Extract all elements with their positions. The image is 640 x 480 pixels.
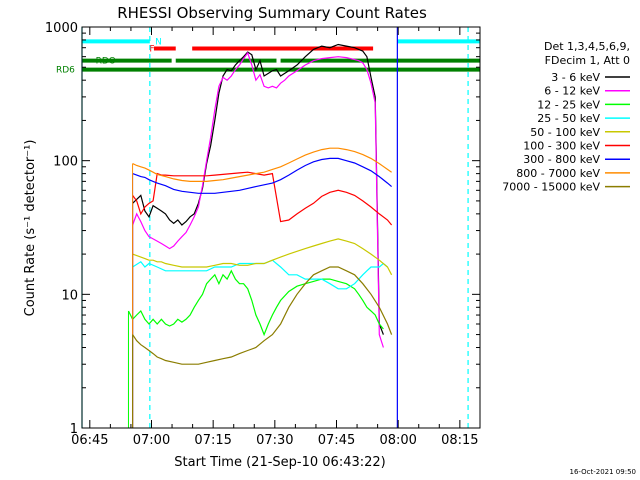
series-line-7 (132, 147, 392, 182)
x-tick-label: 06:45 (71, 433, 108, 448)
legend-label-2: 12 - 25 keV (537, 98, 600, 111)
axis-ticks: 06:45 07:00 07:15 07:30 07:45 08:00 08:15 1 10 10… (45, 21, 480, 448)
legend-label-7: 800 - 7000 keV (516, 167, 600, 180)
x-tick-label: 08:00 (379, 433, 416, 448)
x-tick-label: 07:30 (256, 433, 293, 448)
x-tick-label: 07:00 (133, 433, 170, 448)
series-line-0 (132, 43, 384, 335)
y-tick-label: 1000 (45, 21, 78, 36)
legend-header-line-2: FDecim 1, Att 0 (545, 54, 630, 67)
plot-frame (81, 26, 481, 429)
state-label-rdo: RDO (96, 57, 116, 67)
x-tick-label: 08:15 (441, 433, 478, 448)
legend-label-6: 300 - 800 keV (523, 153, 600, 166)
series-line-8 (132, 266, 393, 365)
series-lines (127, 43, 393, 428)
y-tick-label: 100 (53, 155, 78, 170)
series-line-1 (132, 51, 384, 348)
state-label-f: F (149, 45, 154, 55)
y-tick-label: 1 (70, 422, 78, 437)
legend-label-5: 100 - 300 keV (523, 140, 600, 153)
footer-date: 16-Oct-2021 09:50 (570, 468, 636, 476)
legend-label-1: 6 - 12 keV (544, 85, 600, 98)
series-line-2 (127, 269, 384, 337)
chart-title: RHESSI Observing Summary Count Rates (117, 4, 427, 22)
series-line-6 (132, 157, 392, 194)
x-axis-title: Start Time (21-Sep-10 06:43:22) (174, 455, 385, 470)
series-line-4 (132, 238, 393, 276)
state-bars: NF RDO RD6 (56, 37, 480, 76)
legend-label-0: 3 - 6 keV (551, 71, 600, 84)
x-tick-label: 07:15 (194, 433, 231, 448)
state-label-n: N (155, 37, 162, 47)
x-tick-label: 07:45 (318, 433, 355, 448)
legend-label-4: 50 - 100 keV (530, 126, 600, 139)
state-label-rd6: RD6 (56, 66, 75, 76)
y-tick-label: 10 (61, 288, 78, 303)
y-axis-title: Count Rate (s⁻¹ detector⁻¹) (23, 140, 38, 317)
legend-header-line-1: Det 1,3,4,5,6,9, (544, 40, 630, 53)
series-line-5 (132, 171, 393, 226)
legend-label-3: 25 - 50 keV (537, 112, 600, 125)
legend-label-8: 7000 - 15000 keV (502, 181, 600, 194)
